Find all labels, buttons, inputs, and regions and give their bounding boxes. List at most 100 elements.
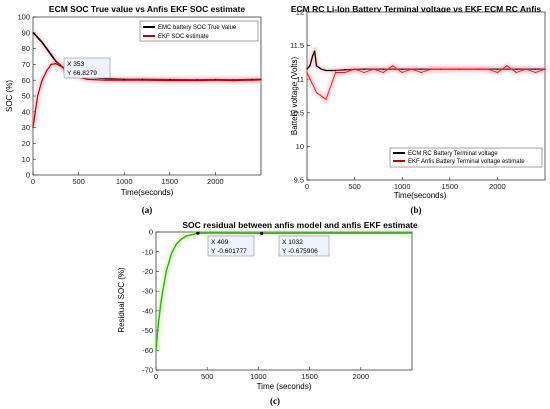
chart-b-series-0-point-6 <box>325 69 327 72</box>
chart-a-series-1-point-17 <box>214 79 216 81</box>
chart-c-xtick-label-1: 500 <box>201 372 214 381</box>
chart-c-datatip-marker-1 <box>260 231 264 235</box>
chart-b-series-0-point-10 <box>382 68 384 70</box>
chart-b-points <box>306 50 546 100</box>
chart-b-series-1-point-9 <box>392 65 394 67</box>
chart-c-xtick-label-2: 1000 <box>250 372 267 381</box>
chart-c-series-0-point-12 <box>309 232 311 234</box>
chart-b-ytick-label-1: 10 <box>296 142 304 151</box>
chart-c-series-0-point-9 <box>216 232 219 234</box>
chart-c-ytick-label-7: 0 <box>149 228 153 237</box>
chart-c-datatip-marker-0 <box>196 231 200 235</box>
chart-b-series-1-point-0 <box>306 71 308 74</box>
chart-a-ytick-label-6: 60 <box>22 76 30 85</box>
chart-a-ytick-label-2: 20 <box>22 139 30 148</box>
chart-c-ytick-label-2: -50 <box>142 326 153 335</box>
chart-a-series-0-point-2 <box>36 36 39 39</box>
chart-b-series-0-point-12 <box>420 68 422 70</box>
chart-a-xtick-label-2: 1000 <box>116 177 133 186</box>
chart-b-xtick-label-2: 1000 <box>394 182 411 191</box>
chart-b-series-1-point-18 <box>477 68 479 70</box>
chart-a-datatip: X 353 Y 66.8279 <box>63 57 111 79</box>
chart-a-legend: EMC battery SOC True Value EKF SOC estim… <box>139 20 259 42</box>
chart-b-legend-label-true: ECM RC Battery Terminal voltage <box>408 151 498 157</box>
chart-b-xtick-label-0: 0 <box>305 182 309 191</box>
chart-b-series-1-point-20 <box>496 71 498 74</box>
chart-b-ytick-label-0: 9.5 <box>294 176 304 185</box>
chart-b-series-1-point-25 <box>544 68 546 70</box>
panel-c: SOC residual between anfis model and anf… <box>117 220 418 406</box>
chart-a-series-1-point-4 <box>46 70 48 72</box>
chart-a-plot-area <box>32 16 262 176</box>
chart-a-ytick-label-8: 80 <box>22 44 30 53</box>
chart-a-series-1-point-11 <box>87 78 89 81</box>
chart-a-ytick-label-5: 50 <box>22 92 30 101</box>
chart-a-series-1-point-12 <box>105 79 107 81</box>
chart-b-series-1-line <box>306 65 546 100</box>
chart-a-ytick-label-10: 100 <box>17 13 30 22</box>
chart-c-datatip-2-y: Y -0.675906 <box>282 248 318 255</box>
chart-c-ytick-label-0: -70 <box>142 366 153 375</box>
chart-b-series-0-point-7 <box>334 69 337 72</box>
chart-c-ytick-label-5: -20 <box>142 267 153 276</box>
chart-b-ylabel: Battery voltage (Volts) <box>290 57 299 136</box>
chart-a-series-0-point-0 <box>32 32 34 34</box>
chart-a-series-0-point-12 <box>105 78 107 80</box>
chart-c-points <box>155 231 413 351</box>
chart-c-datatip-1: X 409 Y -0.601777 <box>207 235 255 257</box>
chart-a-xlabel: Time(seconds) <box>121 188 174 197</box>
chart-a-legend-box <box>139 20 259 42</box>
chart-b-xlabel: Time(seconds) <box>394 191 447 200</box>
chart-b-legend-label-est: EKF Anfis Battery Terminal voltage estim… <box>408 159 525 165</box>
chart-b-ytick-label-4: 11.5 <box>290 41 304 50</box>
chart-b-title: ECM RC Li-Ion Battery Terminal voltage v… <box>291 4 542 14</box>
chart-a-datatip-box <box>63 57 111 79</box>
chart-b-series-1-point-1 <box>315 92 318 94</box>
chart-a-series-1-point-13 <box>123 79 125 81</box>
chart-c-ylabel: Residual SOC (%) <box>117 267 126 333</box>
chart-a-caption: (a) <box>142 205 153 215</box>
chart-a-legend-label-est: EKF SOC estimate <box>158 34 209 40</box>
chart-b-series-1-point-10 <box>401 71 403 74</box>
chart-a-datatip-y: Y 66.8279 <box>67 70 97 77</box>
chart-c-datatip-1-y: Y -0.601777 <box>211 248 247 255</box>
chart-c-series-0-point-1 <box>157 326 159 328</box>
chart-a-y-ticks: 0 10 20 30 40 50 60 70 80 90 100 <box>17 13 36 180</box>
chart-c-title: SOC residual between anfis model and anf… <box>182 220 418 230</box>
chart-a-series-0-point-6 <box>55 60 57 62</box>
chart-a-series-1-point-7 <box>59 65 61 67</box>
panel-a: ECM SOC True value vs Anfis EKF SOC esti… <box>5 4 262 215</box>
chart-b-x-ticks: 0 500 1000 1500 2000 <box>305 177 506 191</box>
chart-b-series-1-point-7 <box>373 68 375 70</box>
chart-a-ytick-label-7: 70 <box>22 60 30 69</box>
chart-a-series-1-point-1 <box>34 114 36 116</box>
chart-a-xtick-label-3: 1500 <box>161 177 178 186</box>
chart-c-ytick-label-1: -60 <box>142 346 153 355</box>
chart-b-series-0-point-18 <box>534 68 537 70</box>
chart-c-xtick-label-4: 2000 <box>352 372 369 381</box>
chart-a-series-1-point-6 <box>55 63 57 65</box>
chart-c-series-0-point-4 <box>170 253 172 255</box>
chart-c-series-0-point-0 <box>155 349 157 351</box>
chart-c-datatip-2-box <box>278 235 330 257</box>
chart-b-ytick-label-5: 12 <box>296 8 304 17</box>
chart-b-series-1-point-3 <box>334 71 337 74</box>
panel-b: ECM RC Li-Ion Battery Terminal voltage v… <box>289 4 546 215</box>
chart-a-ytick-label-9: 90 <box>22 28 30 37</box>
chart-b-series-0-point-16 <box>496 68 498 70</box>
chart-b-series-0-point-9 <box>363 68 365 70</box>
chart-a-ytick-label-3: 30 <box>22 123 30 132</box>
chart-b-xtick-label-1: 500 <box>348 182 361 191</box>
chart-b-series-1-point-12 <box>420 71 422 74</box>
chart-c-series-0-point-2 <box>160 300 162 302</box>
chart-b-series-0-point-8 <box>344 69 346 71</box>
chart-a-ylabel: SOC (%) <box>5 80 14 112</box>
chart-a-xtick-label-1: 500 <box>72 177 85 186</box>
chart-c-datatip-1-x: X 409 <box>211 239 229 246</box>
chart-c-datatip-2: X 1032 Y -0.675906 <box>278 235 330 257</box>
chart-a-x-ticks: 0 500 1000 1500 2000 <box>31 172 224 186</box>
chart-a-series-0-point-1 <box>34 33 36 35</box>
chart-a-legend-label-true: EMC battery SOC True Value <box>158 25 237 31</box>
chart-a-title: ECM SOC True value vs Anfis EKF SOC esti… <box>49 4 245 14</box>
